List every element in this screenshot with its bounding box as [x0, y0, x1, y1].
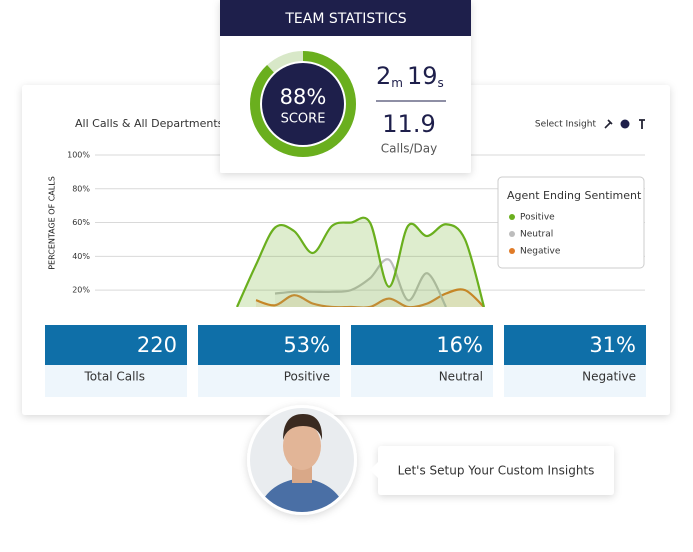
team-stats-header — [220, 0, 471, 36]
legend-label: Negative — [520, 247, 561, 257]
toolbar-icons[interactable] — [604, 119, 645, 130]
y-axis-label: PERCENTAGE OF CALLS — [48, 176, 57, 270]
y-tick-label: 20% — [72, 286, 90, 295]
y-tick-label: 80% — [72, 184, 90, 193]
legend-box — [497, 176, 645, 269]
stat-value: 53% — [283, 333, 330, 357]
series-line — [235, 216, 486, 307]
series-line — [255, 288, 485, 307]
talk-time: 2m 19s — [376, 62, 444, 90]
minutes-unit: m — [391, 76, 403, 90]
seconds-unit: s — [438, 76, 444, 90]
legend-title: Agent Ending Sentiment — [507, 189, 642, 202]
collapse-icon[interactable] — [604, 119, 613, 129]
stat-header — [45, 325, 187, 365]
score-value: 88% — [280, 85, 327, 109]
plot-area — [235, 216, 486, 307]
toolbar-label: Select Insight — [535, 120, 597, 130]
info-icon[interactable] — [620, 119, 630, 129]
stat-value: 16% — [436, 333, 483, 357]
stat-value: 220 — [137, 333, 177, 357]
stat-cards: 220 Total Calls 53% Positive 16% Neutral 31% Ne… — [45, 325, 646, 397]
seconds: 19 — [407, 62, 438, 90]
legend-swatch — [509, 231, 515, 237]
y-tick-label: 100% — [67, 151, 90, 160]
stat-header — [351, 325, 493, 365]
series-area — [237, 217, 484, 307]
chart-title: All Calls & All Departments — [75, 117, 224, 130]
stat-label: Positive — [284, 370, 330, 384]
avatar — [250, 408, 354, 512]
score-disc — [262, 63, 344, 145]
stat-label: Negative — [582, 370, 636, 384]
legend-label: Neutral — [520, 230, 553, 240]
pin-icon[interactable] — [639, 119, 645, 129]
score-ring — [250, 51, 356, 157]
team-stats-title: TEAM STATISTICS — [284, 11, 406, 27]
series-line — [274, 258, 447, 307]
legend-label: Positive — [520, 213, 555, 223]
stat-label: Total Calls — [84, 370, 146, 384]
score-caption: SCORE — [281, 112, 326, 127]
prompt-text[interactable]: Let's Setup Your Custom Insights — [398, 464, 595, 478]
calls-per-day-caption: Calls/Day — [381, 142, 437, 156]
stat-header — [504, 325, 646, 365]
minutes: 2 — [376, 62, 391, 90]
calls-per-day-value: 11.9 — [382, 110, 435, 138]
stat-header — [198, 325, 340, 365]
y-tick-label: 40% — [72, 252, 90, 261]
stat-value: 31% — [589, 333, 636, 357]
legend-swatch — [509, 214, 515, 220]
y-tick-label: 60% — [72, 218, 90, 227]
bubble-tail — [370, 462, 378, 478]
prompt-bubble[interactable] — [378, 446, 614, 495]
legend: Positive Neutral Negative — [509, 213, 561, 257]
legend-swatch — [509, 248, 515, 254]
stat-label: Neutral — [439, 370, 483, 384]
